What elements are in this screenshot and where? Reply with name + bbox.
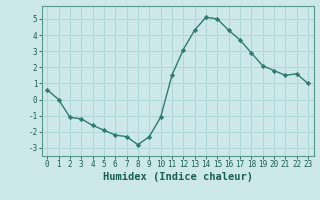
X-axis label: Humidex (Indice chaleur): Humidex (Indice chaleur)	[103, 172, 252, 182]
